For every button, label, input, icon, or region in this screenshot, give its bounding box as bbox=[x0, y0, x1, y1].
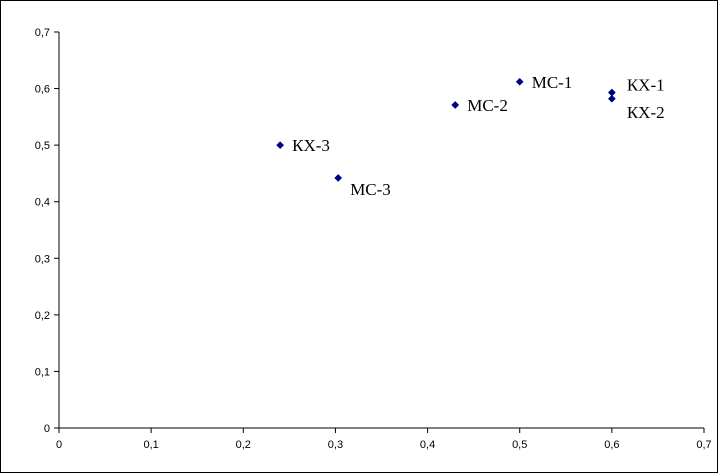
x-tick-label: 0,1 bbox=[143, 439, 158, 451]
y-tick-label: 0,2 bbox=[35, 310, 50, 322]
y-tick-label: 0,3 bbox=[35, 253, 50, 265]
data-labels: МС-1 МС-2 МС-3 КХ-1 КХ-2 КХ-3 bbox=[292, 73, 664, 199]
y-tick-label: 0,6 bbox=[35, 84, 50, 96]
axes bbox=[54, 31, 705, 433]
data-point-label: МС-3 bbox=[350, 180, 391, 199]
x-tick-label: 0,3 bbox=[328, 439, 343, 451]
data-point-label: КХ-3 bbox=[292, 136, 330, 155]
data-point-marker bbox=[451, 101, 460, 109]
y-tick-label: 0,5 bbox=[35, 140, 50, 152]
y-tick-label: 0 bbox=[44, 423, 50, 435]
x-tick-label: 0,2 bbox=[236, 439, 251, 451]
data-point-label: МС-2 bbox=[467, 96, 508, 115]
data-point-label: КХ-2 bbox=[627, 103, 665, 122]
x-tick-label: 0 bbox=[56, 439, 62, 451]
data-point-marker bbox=[515, 77, 524, 86]
data-point-marker bbox=[607, 94, 616, 103]
data-point-marker bbox=[334, 174, 343, 182]
y-tick-label: 0,1 bbox=[35, 366, 50, 378]
y-tick-label: 0,7 bbox=[35, 27, 50, 39]
tick-labels: 0 0,1 0,2 0,3 0,4 0,5 0,6 0,7 0 0,1 0,2 0,3 0,4 0,5 0,… bbox=[35, 27, 712, 451]
data-point-label: КХ-1 bbox=[627, 76, 665, 95]
x-tick-label: 0,6 bbox=[604, 439, 619, 451]
x-tick-label: 0,7 bbox=[696, 439, 711, 451]
data-points bbox=[276, 77, 616, 182]
data-point-marker bbox=[276, 141, 285, 150]
data-point-label: МС-1 bbox=[532, 73, 573, 92]
y-tick-label: 0,4 bbox=[35, 197, 50, 209]
x-tick-label: 0,4 bbox=[420, 439, 435, 451]
x-tick-label: 0,5 bbox=[512, 439, 527, 451]
